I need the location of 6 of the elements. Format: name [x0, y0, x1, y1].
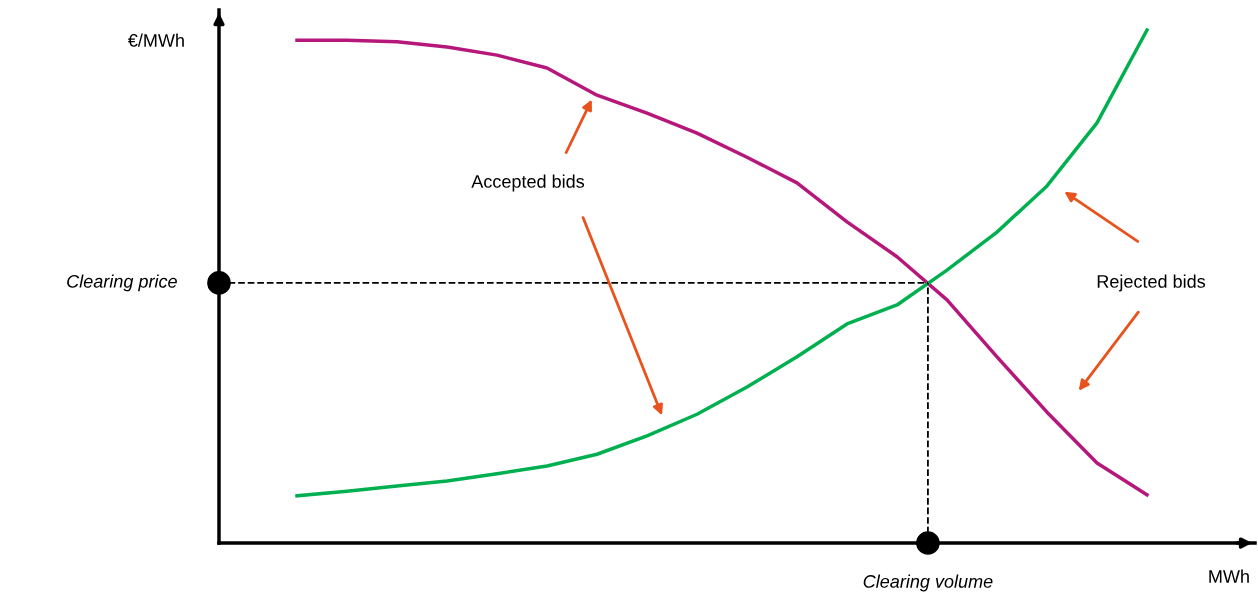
annotation: Rejected bids	[1097, 274, 1206, 292]
y-axis-title: €/MWh	[127, 33, 184, 47]
ref-line-label: Clearing price	[67, 274, 177, 292]
text: Clearing volume	[863, 574, 993, 592]
x-axis-title: MWh	[1209, 569, 1249, 583]
annotation: Accepted bids	[471, 174, 585, 192]
